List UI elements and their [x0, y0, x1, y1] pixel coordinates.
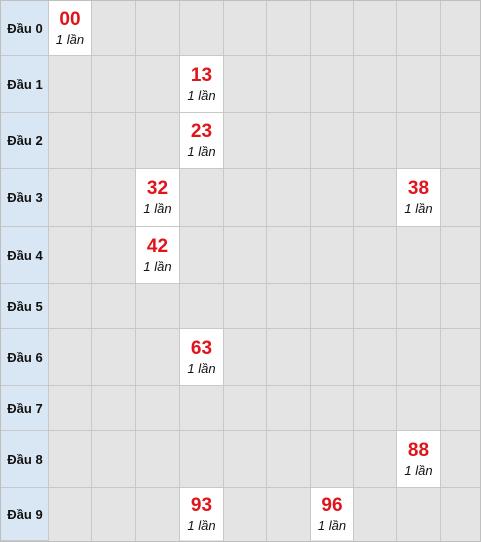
row-label-dau-5: Đầu 5	[1, 284, 49, 329]
result-number: 00	[59, 8, 81, 30]
row-label-dau-7: Đầu 7	[1, 386, 49, 431]
grid-row-line	[49, 328, 480, 329]
result-number: 93	[190, 494, 213, 516]
result-cell-00: 00 1 lần	[49, 1, 91, 55]
grid-column-line	[179, 1, 180, 541]
grid-column-line	[353, 1, 354, 541]
result-cell-42: 42 1 lần	[136, 227, 179, 283]
result-number: 23	[190, 121, 213, 142]
grid-row-line	[49, 226, 480, 227]
result-cell-32: 32 1 lần	[136, 169, 179, 226]
result-cell-13: 13 1 lần	[180, 56, 223, 112]
result-cell-38: 38 1 lần	[397, 169, 440, 226]
grid-column-line	[135, 1, 136, 541]
result-cell-23: 23 1 lần	[180, 113, 223, 168]
row-label-dau-9: Đầu 9	[1, 488, 49, 541]
grid-row-line	[49, 168, 480, 169]
result-count: 1 lần	[404, 201, 433, 216]
row-label-dau-4: Đầu 4	[1, 227, 49, 284]
result-number: 63	[190, 337, 213, 359]
result-cell-63: 63 1 lần	[180, 329, 223, 385]
grid-row-line	[49, 430, 480, 431]
row-label-dau-3: Đầu 3	[1, 169, 49, 227]
row-label-dau-1: Đầu 1	[1, 56, 49, 113]
result-number: 38	[407, 178, 430, 199]
row-label-dau-0: Đầu 0	[1, 1, 49, 56]
row-label-dau-8: Đầu 8	[1, 431, 49, 488]
grid-row-line	[49, 55, 480, 56]
result-count: 1 lần	[404, 462, 433, 478]
row-label-dau-2: Đầu 2	[1, 113, 49, 169]
result-count: 1 lần	[187, 517, 216, 533]
result-number: 88	[407, 439, 430, 461]
grid-row-line	[49, 112, 480, 113]
result-cell-93: 93 1 lần	[180, 488, 223, 540]
grid-column-line	[266, 1, 267, 541]
result-count: 1 lần	[55, 31, 85, 47]
result-count: 1 lần	[187, 360, 216, 376]
result-number: 42	[146, 235, 169, 257]
grid-column-line	[396, 1, 397, 541]
grid-row-line	[49, 385, 480, 386]
result-count: 1 lần	[143, 258, 172, 274]
grid-column-line	[310, 1, 311, 541]
result-cell-96: 96 1 lần	[311, 488, 353, 540]
row-label-dau-6: Đầu 6	[1, 329, 49, 386]
result-cell-88: 88 1 lần	[397, 431, 440, 487]
result-count: 1 lần	[143, 201, 172, 216]
grid-column-line	[440, 1, 441, 541]
result-number: 13	[190, 64, 213, 86]
result-count: 1 lần	[317, 517, 347, 533]
result-count: 1 lần	[187, 87, 216, 103]
grid-column-line	[91, 1, 92, 541]
grid-column-line	[48, 1, 49, 541]
grid-row-line	[49, 487, 480, 488]
grid-row-line	[49, 283, 480, 284]
result-number: 96	[321, 494, 343, 516]
grid-column-line	[223, 1, 224, 541]
result-count: 1 lần	[187, 144, 216, 159]
result-number: 32	[146, 178, 169, 199]
